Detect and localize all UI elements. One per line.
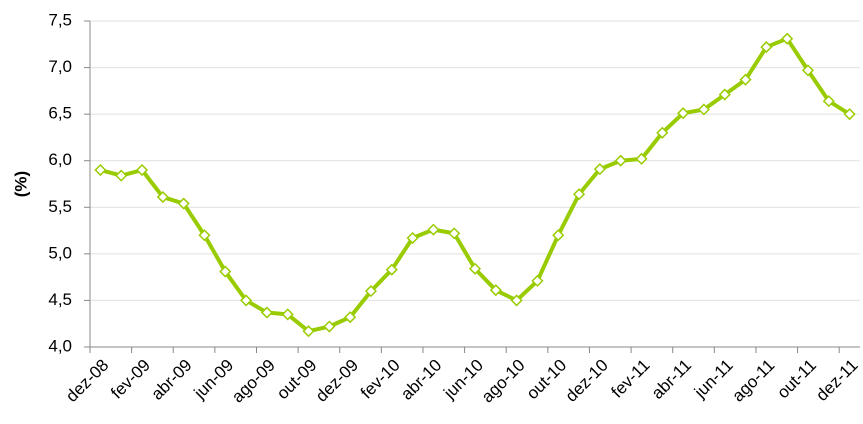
x-tick-label: out-11: [773, 356, 820, 403]
y-tick-label: 6,0: [48, 150, 72, 169]
x-tick-label: ago-09: [228, 356, 279, 407]
y-tick-label: 7,5: [48, 10, 72, 29]
y-tick-label: 5,5: [48, 197, 72, 216]
marker: [489, 284, 502, 297]
x-tick-label: fev-11: [608, 356, 654, 402]
marker: [260, 306, 273, 319]
marker: [135, 163, 149, 177]
line: [99, 36, 851, 334]
x-tick-label: dez-10: [562, 356, 612, 406]
marker: [614, 154, 627, 167]
y-tick-label: 6,5: [48, 104, 72, 123]
y-tick-label: 7,0: [48, 57, 72, 76]
marker: [593, 163, 606, 176]
marker: [739, 73, 752, 86]
y-tick-label: 5,0: [48, 243, 72, 262]
x-tick-label: dez-08: [62, 356, 112, 406]
y-tick-label: 4,0: [48, 336, 72, 355]
marker: [572, 188, 586, 201]
marker: [843, 108, 856, 121]
marker: [115, 169, 128, 182]
marker: [656, 126, 669, 139]
x-tick-label: abr-09: [147, 356, 195, 404]
marker: [219, 265, 232, 278]
marker: [801, 64, 815, 77]
marker: [156, 190, 169, 204]
x-tick-label: fev-10: [357, 356, 404, 403]
y-tick-label: 4,5: [48, 290, 72, 309]
y-axis-label: (%): [11, 171, 30, 197]
marker: [468, 262, 482, 275]
marker: [94, 163, 107, 177]
marker: [364, 285, 378, 298]
x-tick-label: dez-09: [312, 356, 362, 406]
marker: [677, 107, 690, 120]
x-tick-label: dez-11: [812, 356, 861, 405]
marker: [198, 229, 211, 242]
marker: [510, 294, 523, 307]
x-tick-label: abr-11: [648, 356, 695, 403]
marker: [718, 88, 731, 101]
marker: [697, 103, 710, 116]
marker: [323, 320, 336, 333]
x-tick-label: abr-10: [397, 356, 445, 404]
marker: [531, 274, 544, 287]
marker: [240, 294, 253, 307]
marker: [760, 41, 773, 54]
x-tick-label: out-10: [523, 356, 571, 404]
x-tick-label: ago-10: [478, 356, 529, 407]
marker: [448, 227, 461, 240]
marker: [385, 263, 398, 276]
x-tick-label: jun-11: [690, 356, 737, 403]
marker: [427, 223, 440, 236]
x-tick-label: out-09: [273, 356, 321, 404]
marker: [302, 325, 315, 338]
marker: [635, 152, 648, 165]
marker: [177, 197, 190, 210]
marker: [552, 229, 565, 242]
marker: [781, 32, 794, 45]
marker: [344, 311, 357, 324]
marker: [281, 308, 294, 321]
marker: [822, 95, 835, 108]
x-tick-label: fev-09: [107, 356, 154, 403]
x-tick-label: ago-11: [728, 356, 778, 406]
marker: [406, 231, 419, 245]
